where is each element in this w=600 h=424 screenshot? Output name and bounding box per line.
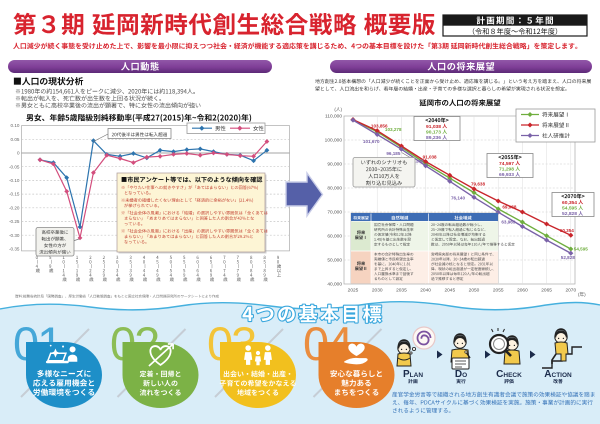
svg-text:52,828: 52,828 bbox=[561, 255, 575, 260]
svg-text:0.10: 0.10 bbox=[11, 123, 20, 128]
svg-text:-0.10: -0.10 bbox=[9, 178, 20, 183]
svg-text:2065: 2065 bbox=[541, 288, 552, 294]
svg-text:52,828: 52,828 bbox=[562, 211, 577, 217]
svg-text:69,933: 69,933 bbox=[499, 172, 514, 178]
svg-text:103,278: 103,278 bbox=[385, 127, 402, 132]
svg-text:-0.25: -0.25 bbox=[9, 219, 20, 224]
svg-text:54,595: 54,595 bbox=[562, 206, 577, 212]
svg-text:40,000: 40,000 bbox=[327, 282, 342, 288]
svg-text:60,354: 60,354 bbox=[560, 228, 574, 233]
svg-text:60,000: 60,000 bbox=[327, 234, 342, 240]
svg-text:-0.20: -0.20 bbox=[9, 205, 20, 210]
svg-text:2045: 2045 bbox=[444, 288, 455, 294]
svg-text:-0.05: -0.05 bbox=[9, 164, 20, 169]
svg-text:0: 0 bbox=[17, 151, 20, 156]
svg-text:DO: DO bbox=[455, 369, 467, 380]
svg-text:101,670: 101,670 bbox=[363, 139, 380, 144]
svg-text:2040: 2040 bbox=[420, 288, 431, 294]
svg-text:91,038: 91,038 bbox=[423, 155, 437, 160]
svg-text:90,000: 90,000 bbox=[327, 162, 342, 168]
svg-text:70,000: 70,000 bbox=[327, 210, 342, 216]
svg-text:89,236: 89,236 bbox=[426, 135, 441, 141]
svg-text:CHECK: CHECK bbox=[496, 369, 522, 380]
svg-text:-0.35: -0.35 bbox=[9, 247, 20, 252]
svg-text:90,173: 90,173 bbox=[426, 130, 441, 136]
svg-text:110,000: 110,000 bbox=[325, 114, 342, 120]
svg-text:74,597: 74,597 bbox=[499, 161, 514, 167]
svg-text:69,988: 69,988 bbox=[502, 205, 516, 210]
svg-text:89,236: 89,236 bbox=[410, 158, 424, 163]
svg-text:(年): (年) bbox=[578, 291, 586, 298]
svg-text:-0.15: -0.15 bbox=[9, 192, 20, 197]
svg-text:2060: 2060 bbox=[517, 288, 528, 294]
svg-text:2025: 2025 bbox=[348, 288, 359, 294]
svg-text:80,000: 80,000 bbox=[327, 186, 342, 192]
svg-text:79,638: 79,638 bbox=[471, 181, 485, 186]
svg-text:2050: 2050 bbox=[469, 288, 480, 294]
svg-text:2070: 2070 bbox=[565, 288, 576, 294]
svg-text:0.05: 0.05 bbox=[11, 137, 20, 142]
svg-text:(人): (人) bbox=[334, 107, 342, 112]
svg-text:ACTION: ACTION bbox=[544, 369, 572, 380]
svg-text:71,298: 71,298 bbox=[499, 167, 514, 173]
svg-text:100,000: 100,000 bbox=[325, 138, 343, 144]
svg-text:-0.30: -0.30 bbox=[9, 233, 20, 238]
svg-text:60,354: 60,354 bbox=[562, 200, 577, 206]
svg-text:103,856: 103,856 bbox=[371, 124, 388, 129]
svg-text:2055: 2055 bbox=[493, 288, 504, 294]
svg-text:96,185: 96,185 bbox=[386, 151, 400, 156]
svg-text:63,969: 63,969 bbox=[501, 220, 515, 225]
svg-text:54,595: 54,595 bbox=[574, 247, 588, 252]
svg-text:2035: 2035 bbox=[396, 288, 407, 294]
svg-text:PLAN: PLAN bbox=[403, 369, 423, 380]
svg-text:2030: 2030 bbox=[372, 288, 383, 294]
svg-text:91,038: 91,038 bbox=[426, 124, 441, 130]
svg-text:76,140: 76,140 bbox=[451, 195, 465, 200]
svg-text:50,000: 50,000 bbox=[327, 258, 342, 264]
